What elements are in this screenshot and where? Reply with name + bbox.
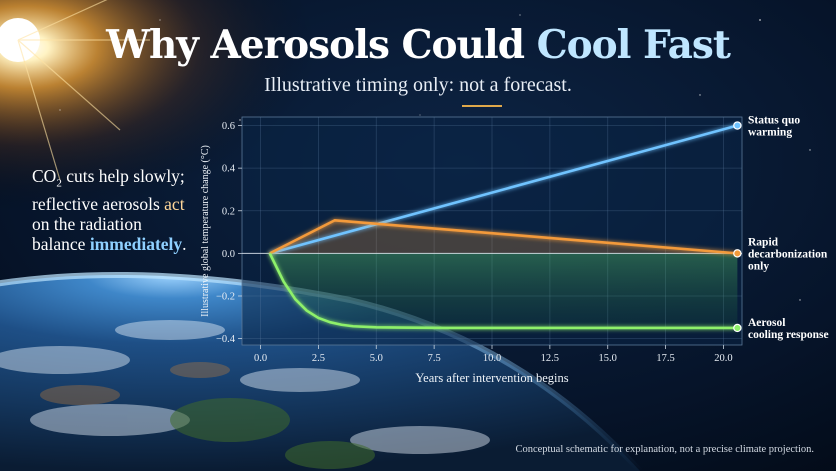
x-tick-label: 5.0 xyxy=(370,353,383,364)
rapid-decarbonization-area xyxy=(269,220,738,254)
status-quo-end-point xyxy=(733,121,742,130)
x-tick-label: 2.5 xyxy=(312,353,325,364)
y-tick-label: 0.0 xyxy=(222,249,235,260)
x-tick-label: 0.0 xyxy=(254,353,267,364)
x-tick-label: 20.0 xyxy=(714,353,732,364)
status-quo-label: warming xyxy=(748,127,792,139)
aerosol-cooling-line xyxy=(268,252,738,330)
side-caption-period: . xyxy=(182,233,187,254)
side-caption-co: CO xyxy=(32,166,57,186)
side-caption-subscript: 2 xyxy=(56,177,62,190)
x-tick-label: 7.5 xyxy=(428,353,441,364)
y-tick-label: 0.2 xyxy=(222,206,235,217)
footnote: Conceptual schematic for explanation, no… xyxy=(515,444,814,455)
aerosol-cooling-end-point xyxy=(733,323,742,333)
x-tick-label: 15.0 xyxy=(599,353,617,364)
title-main: Why Aerosols Could xyxy=(106,22,537,68)
side-caption-balance: on the radiation balance xyxy=(32,213,142,254)
x-axis-label: Years after intervention begins xyxy=(415,371,568,385)
status-quo-line xyxy=(269,124,738,255)
side-caption-slow: cuts help slowly; reflective aerosols xyxy=(32,166,185,214)
rapid-decarbonization-label: decarbonization xyxy=(748,248,828,260)
aerosol-cooling-label: cooling response xyxy=(748,329,829,341)
x-tick-label: 12.5 xyxy=(541,353,559,364)
rapid-decarbonization-label: Rapid xyxy=(748,236,779,248)
side-caption-immediately: immediately xyxy=(89,233,183,254)
y-tick-label: 0.6 xyxy=(222,121,235,132)
x-tick-label: 17.5 xyxy=(656,353,674,364)
y-axis-label: Illustrative global temperature change (… xyxy=(200,145,211,317)
aerosol-cooling-label: Aerosol xyxy=(748,317,785,329)
side-caption: CO2 cuts help slowly; reflective aerosol… xyxy=(32,166,197,254)
title-highlight: Cool Fast xyxy=(536,22,731,68)
y-tick-label: −0.2 xyxy=(216,291,235,302)
title-divider xyxy=(462,105,502,107)
page-title: Why Aerosols Could Cool Fast xyxy=(0,22,836,68)
rapid-decarbonization-line xyxy=(269,219,738,255)
y-tick-label: −0.4 xyxy=(216,334,236,345)
page-subtitle: Illustrative timing only: not a forecast… xyxy=(264,74,572,96)
x-tick-label: 10.0 xyxy=(483,353,501,364)
rapid-decarbonization-label: only xyxy=(748,260,769,272)
side-caption-act: act xyxy=(164,193,185,214)
aerosol-cooling-area xyxy=(269,253,738,328)
rapid-decarbonization-end-point xyxy=(733,249,742,258)
y-tick-label: 0.4 xyxy=(222,164,236,175)
status-quo-label: Status quo xyxy=(748,115,800,127)
